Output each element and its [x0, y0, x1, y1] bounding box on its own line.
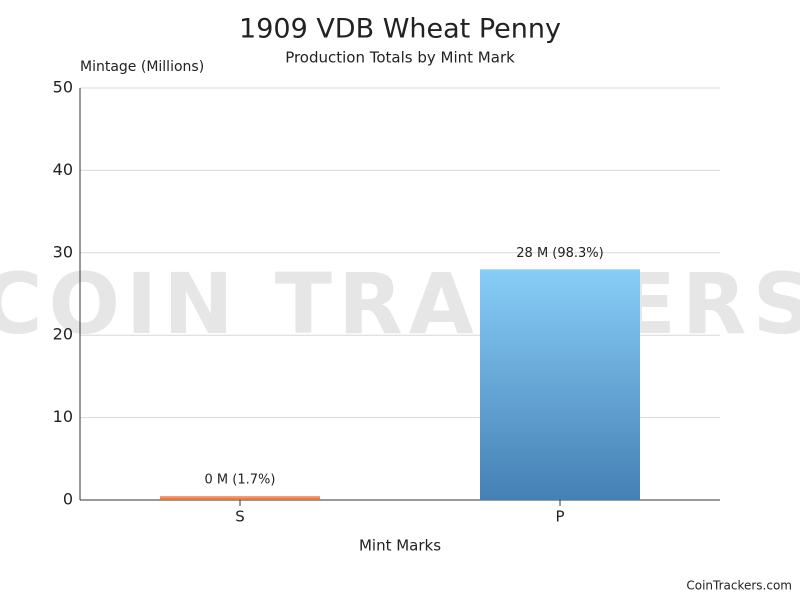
chart-title: 1909 VDB Wheat Penny: [239, 14, 561, 45]
chart-subtitle: Production Totals by Mint Mark: [285, 49, 515, 67]
y-tick-label: 20: [53, 325, 73, 344]
bar: [480, 269, 640, 500]
y-tick-label: 50: [53, 78, 73, 97]
y-tick-label: 30: [53, 242, 73, 261]
x-tick-label: P: [555, 508, 564, 526]
footer: CoinTrackers.com: [686, 579, 792, 593]
value-label: 28 M (98.3%): [516, 246, 603, 261]
y-axis-label: Mintage (Millions): [80, 59, 204, 75]
y-tick-label: 0: [63, 490, 73, 509]
value-label: 0 M (1.7%): [205, 473, 276, 488]
x-axis-label: Mint Marks: [359, 537, 441, 555]
watermark: COIN TRACKERS: [0, 255, 800, 353]
y-tick-label: 40: [53, 160, 73, 179]
y-tick-label: 10: [53, 407, 73, 426]
bar: [160, 496, 320, 500]
x-tick-label: S: [235, 508, 245, 526]
